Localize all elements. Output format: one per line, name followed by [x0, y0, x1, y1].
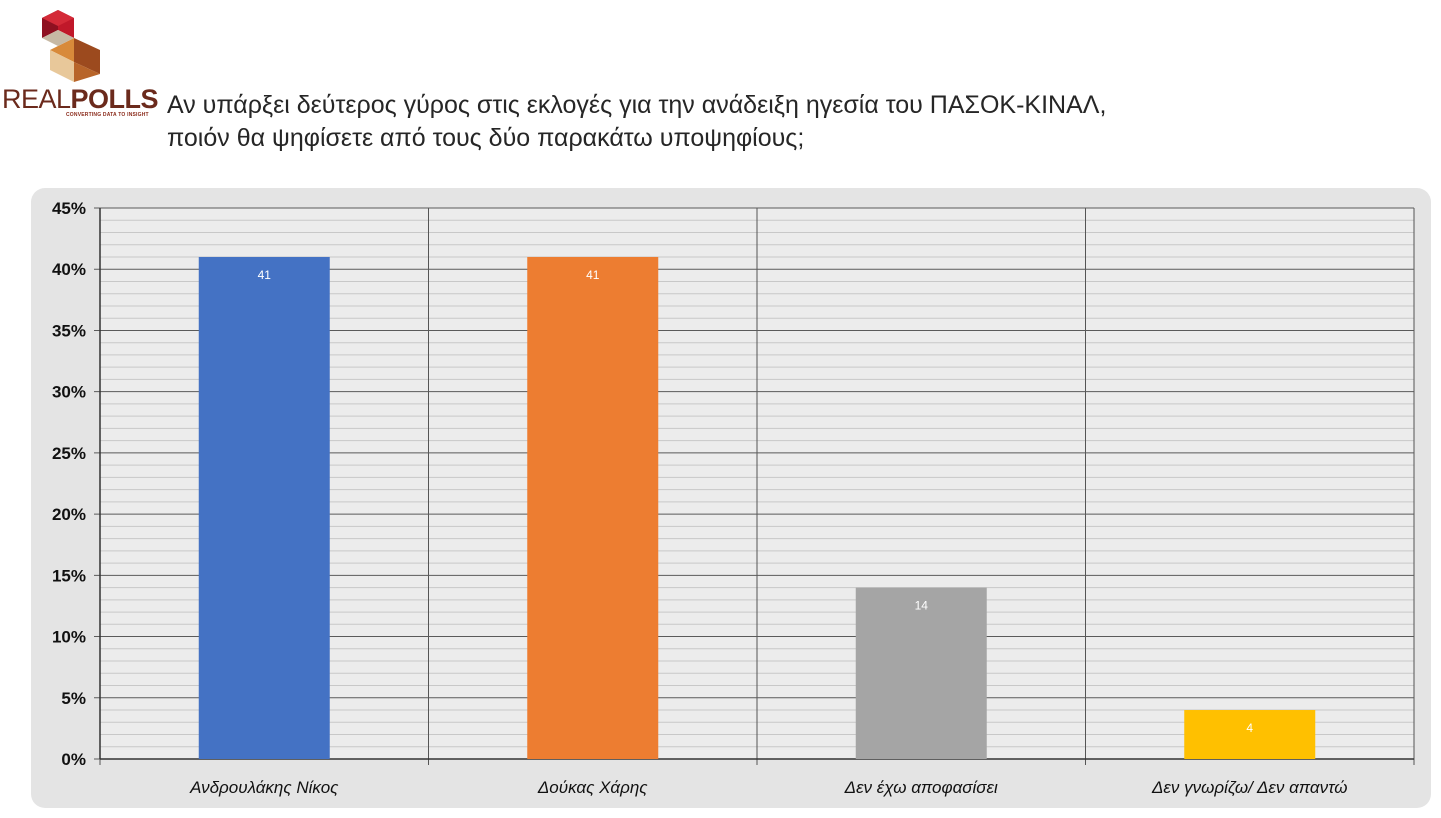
bar-1 [198, 256, 330, 759]
y-tick-label: 25% [52, 444, 86, 463]
data-label: 41 [258, 268, 272, 282]
data-label: 14 [915, 599, 929, 613]
data-label: 4 [1246, 721, 1253, 735]
y-tick-label: 10% [52, 628, 86, 647]
bar-2 [527, 256, 659, 759]
y-tick-label: 0% [61, 750, 86, 769]
cube-logo-icon [42, 10, 100, 82]
page-title: Αν υπάρξει δεύτερος γύρος στις εκλογές γ… [167, 89, 1367, 155]
x-category-label: Δεν έχω αποφασίσει [844, 778, 998, 797]
brand-name-real: REAL [2, 84, 71, 114]
data-label: 41 [586, 268, 600, 282]
y-tick-label: 35% [52, 321, 86, 340]
realpolls-logo: REALPOLLS CONVERTING DATA TO INSIGHT [0, 8, 160, 120]
y-tick-label: 5% [61, 689, 86, 708]
x-category-label: Ανδρουλάκης Νίκος [189, 778, 339, 797]
y-tick-label: 45% [52, 199, 86, 218]
brand-tagline: CONVERTING DATA TO INSIGHT [66, 112, 149, 118]
title-line-1: Αν υπάρξει δεύτερος γύρος στις εκλογές γ… [167, 91, 1107, 119]
bar-4 [1184, 710, 1316, 759]
y-tick-label: 30% [52, 383, 86, 402]
y-tick-label: 15% [52, 566, 86, 585]
x-category-label: Δεν γνωρίζω/ Δεν απαντώ [1151, 778, 1347, 797]
title-line-2: ποιόν θα ψηφίσετε από τους δύο παρακάτω … [167, 124, 805, 152]
y-tick-label: 20% [52, 505, 86, 524]
brand-name-polls: POLLS [70, 84, 159, 114]
y-tick-label: 40% [52, 260, 86, 279]
x-category-label: Δούκας Χάρης [537, 778, 648, 797]
bar-3 [855, 587, 987, 759]
